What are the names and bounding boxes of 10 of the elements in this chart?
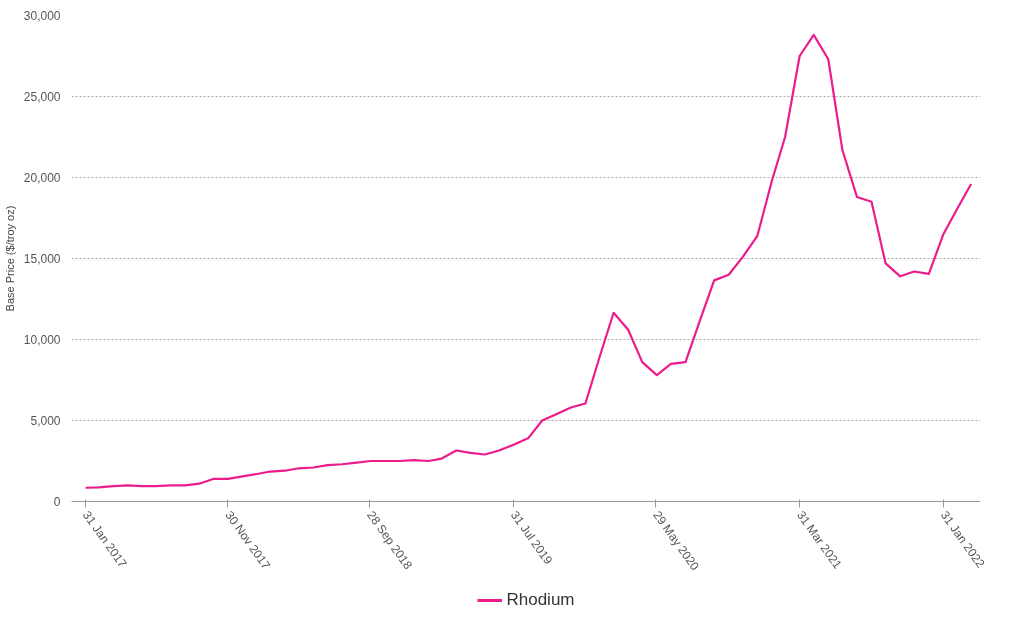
line-series bbox=[84, 33, 973, 489]
y-tick-label: 25,000 bbox=[23, 90, 61, 104]
y-axis-title: Base Price ($/troy oz) bbox=[3, 205, 16, 312]
y-tick-label: 10,000 bbox=[23, 333, 61, 347]
y-tick-label: 5,000 bbox=[30, 414, 61, 428]
y-tick-label: 0 bbox=[53, 495, 61, 509]
legend-label: Rhodium bbox=[506, 590, 575, 610]
y-tick-label: 30,000 bbox=[23, 9, 61, 23]
y-tick-label: 20,000 bbox=[23, 171, 61, 185]
y-tick-label: 15,000 bbox=[23, 252, 61, 266]
